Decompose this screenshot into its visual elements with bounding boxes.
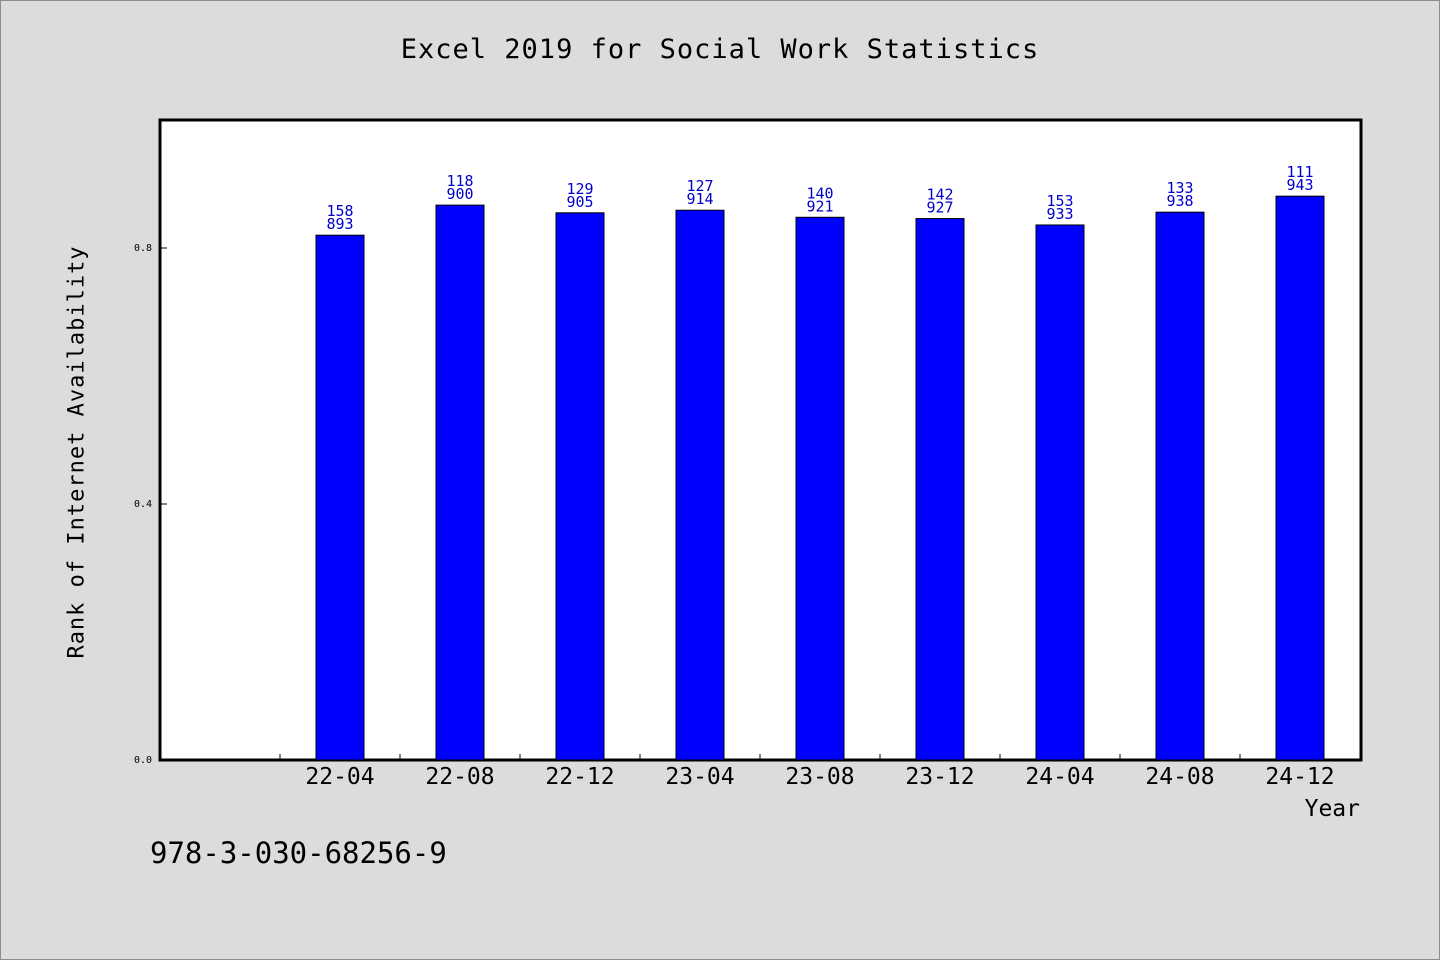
bar-label-bottom: 927 (926, 199, 953, 217)
y-tick-label: 0.0 (134, 755, 152, 766)
bar (675, 209, 725, 761)
bar-label-top: 111 (1286, 163, 1313, 181)
bars (315, 195, 1325, 761)
bar-label-bottom: 933 (1046, 205, 1073, 223)
bar (915, 218, 965, 761)
bar-label-top: 158 (326, 202, 353, 220)
y-tick-label: 0.4 (134, 499, 152, 510)
bar-label-top: 133 (1166, 179, 1193, 197)
x-axis-label: Year (1304, 796, 1360, 822)
bar (1155, 211, 1205, 761)
bar-label-bottom: 893 (326, 215, 353, 233)
bar-label-bottom: 905 (566, 193, 593, 211)
chart-title: Excel 2019 for Social Work Statistics (400, 34, 1040, 65)
bar-label-top: 127 (686, 177, 713, 195)
y-tick-label: 0.8 (134, 243, 152, 254)
bar-label-bottom: 900 (446, 185, 473, 203)
bar-label-bottom: 921 (806, 197, 833, 215)
bar-label-top: 153 (1046, 192, 1073, 210)
y-axis-ticks: 0.0 0.4 0.8 (134, 243, 167, 766)
x-tick-label: 24-08 (1145, 764, 1214, 790)
bar-label-top: 118 (446, 172, 473, 190)
x-tick-label: 24-04 (1025, 764, 1094, 790)
bar (1035, 224, 1085, 761)
bar (795, 216, 845, 761)
x-tick-label: 22-12 (545, 764, 614, 790)
bar-label-bottom: 943 (1286, 176, 1313, 194)
bar-label-top: 129 (566, 180, 593, 198)
bar (315, 234, 365, 761)
bar (435, 204, 485, 761)
isbn-text: 978-3-030-68256-9 (150, 836, 447, 870)
x-tick-label: 23-08 (785, 764, 854, 790)
x-tick-label: 22-04 (305, 764, 374, 790)
x-axis-ticks: 22-04 22-08 22-12 23-04 23-08 23-12 24-04 24-08… (279, 754, 1361, 790)
x-tick-label: 24-12 (1265, 764, 1334, 790)
x-tick-label: 22-08 (425, 764, 494, 790)
bar-label-top: 142 (926, 186, 953, 204)
bar (1275, 195, 1325, 761)
bar (555, 212, 605, 761)
bar-label-bottom: 914 (686, 190, 713, 208)
bar-label-bottom: 938 (1166, 192, 1193, 210)
x-tick-label: 23-04 (665, 764, 734, 790)
x-tick-label: 23-12 (905, 764, 974, 790)
bar-label-top: 140 (806, 184, 833, 202)
